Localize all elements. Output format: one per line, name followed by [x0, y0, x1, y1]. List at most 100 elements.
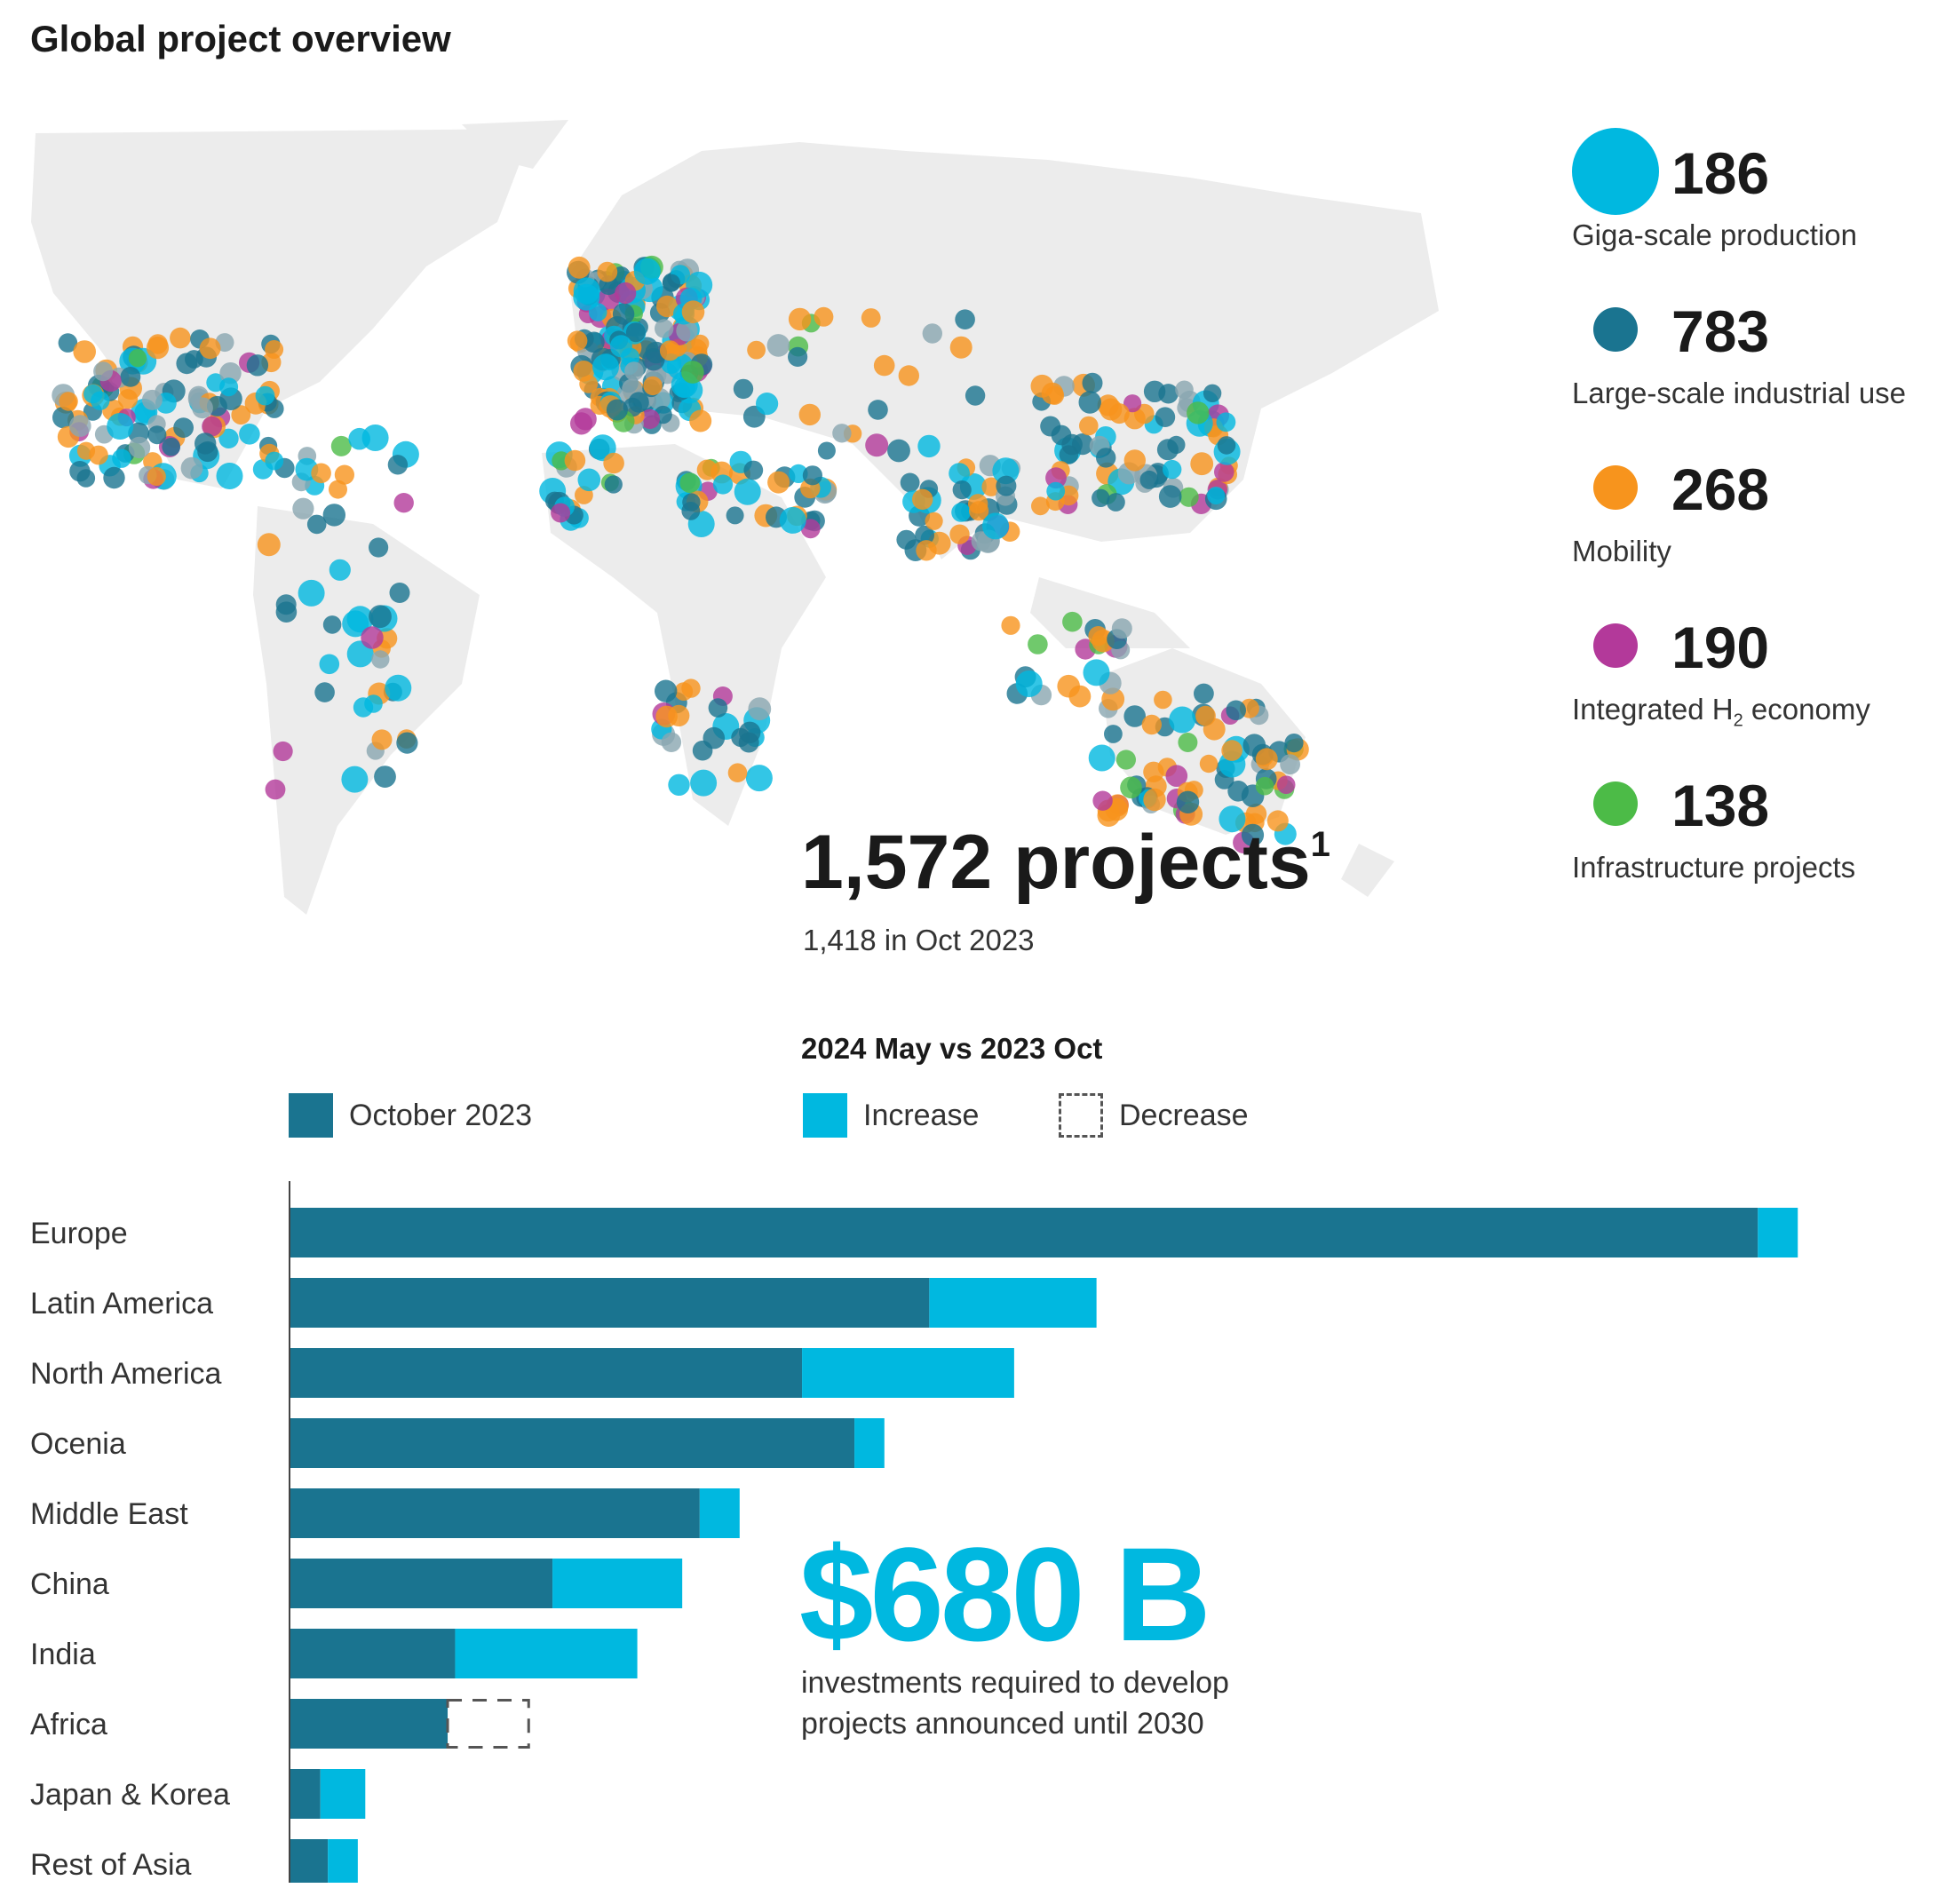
category-infrastructure-label: Infrastructure projects [1572, 851, 1856, 884]
project-dot [615, 282, 637, 305]
project-dot [982, 512, 1009, 540]
project-dot [89, 445, 108, 465]
project-dot [1156, 439, 1179, 461]
category-integrated-dot [1593, 623, 1638, 668]
project-dot [1226, 700, 1246, 721]
project-dot [1163, 459, 1182, 480]
category-infrastructure-dot [1593, 781, 1638, 826]
project-dot [832, 424, 852, 443]
land-mass-1 [462, 120, 568, 169]
project-dot [659, 340, 680, 361]
project-dot [141, 389, 163, 410]
bar-increase [552, 1559, 683, 1608]
project-dot [743, 460, 764, 480]
project-dot [1203, 384, 1222, 402]
project-dot [861, 308, 881, 328]
project-dot [992, 457, 1020, 485]
project-dot [273, 741, 293, 762]
project-dot [298, 579, 325, 607]
project-dot [1115, 750, 1136, 770]
project-dot [1176, 790, 1200, 813]
project-dot [1169, 706, 1196, 734]
project-dot [257, 533, 281, 557]
project-dot [969, 501, 989, 521]
category-industrial-dot [1593, 307, 1638, 352]
project-dot [1139, 470, 1159, 489]
project-dot [898, 365, 919, 386]
project-dot [865, 433, 889, 457]
project-dot [767, 471, 790, 494]
category-integrated-label: Integrated H2 economy [1572, 693, 1870, 731]
project-dot [817, 441, 836, 460]
bar-october-2023 [290, 1488, 700, 1538]
bar-october-2023 [290, 1208, 1758, 1257]
category-mobility-label: Mobility [1572, 535, 1671, 567]
project-dot [1123, 705, 1146, 727]
bar-increase [328, 1839, 358, 1883]
project-dot [739, 721, 761, 743]
category-giga-label: Giga-scale production [1572, 218, 1858, 251]
project-dot [1001, 615, 1020, 635]
project-dot [951, 503, 971, 522]
legend-october-swatch [289, 1093, 333, 1138]
project-dot [371, 729, 393, 750]
project-dot [199, 337, 221, 360]
project-dot [712, 474, 734, 495]
project-dot [1187, 401, 1210, 424]
project-dot [311, 463, 331, 484]
project-dot [708, 698, 728, 718]
project-dot [681, 678, 701, 698]
region-label: North America [30, 1357, 221, 1391]
project-dot [681, 502, 701, 520]
bar-increase [854, 1418, 885, 1468]
project-dot [690, 769, 718, 797]
project-dot [275, 594, 297, 615]
total-projects-value: 1,572 projects [801, 820, 1311, 905]
bar-october-2023 [290, 1769, 321, 1819]
project-dot [567, 330, 588, 351]
project-dot [107, 413, 134, 440]
project-dot [342, 610, 369, 638]
project-dot [624, 361, 644, 381]
project-dot [1141, 714, 1163, 735]
project-dot [364, 694, 383, 713]
project-dot [1041, 382, 1064, 405]
region-label: Japan & Korea [30, 1778, 230, 1812]
project-dot [564, 449, 586, 472]
project-dot [597, 261, 618, 282]
bar-increase [1758, 1208, 1798, 1257]
project-dot [756, 393, 779, 416]
legend-decrease-swatch [1059, 1093, 1103, 1138]
category-mobility-dot [1593, 465, 1638, 510]
project-dot [1195, 705, 1216, 726]
bar-october-2023 [290, 1699, 449, 1749]
project-dot [369, 605, 392, 629]
project-dot [1045, 467, 1067, 489]
category-infrastructure-value: 138 [1671, 773, 1770, 838]
project-dot [239, 424, 260, 445]
project-dot [689, 409, 712, 432]
project-dot [868, 400, 888, 420]
project-dot [306, 514, 327, 535]
region-label: China [30, 1567, 109, 1601]
project-dot [788, 346, 808, 367]
region-label: Africa [30, 1708, 107, 1741]
category-industrial-label: Large-scale industrial use [1572, 377, 1907, 409]
project-dot [1221, 740, 1242, 761]
category-giga-dot [1572, 128, 1659, 215]
bar-increase [802, 1348, 1014, 1398]
project-dot [1175, 380, 1194, 400]
project-dot [202, 416, 223, 437]
project-dot [361, 626, 384, 649]
project-dot [779, 506, 806, 534]
project-dot [915, 525, 934, 545]
bar-october-2023 [290, 1559, 553, 1608]
legend-decrease: Decrease [1059, 1092, 1249, 1138]
project-dot [334, 464, 354, 485]
project-dot [146, 337, 170, 360]
regional-bar-chart: Europe Latin America North America Ocenia Mi… [30, 1181, 1798, 1883]
project-dot [949, 463, 970, 484]
project-dot [52, 407, 75, 429]
project-dot [1154, 690, 1172, 710]
category-mobility-value: 268 [1671, 456, 1770, 522]
